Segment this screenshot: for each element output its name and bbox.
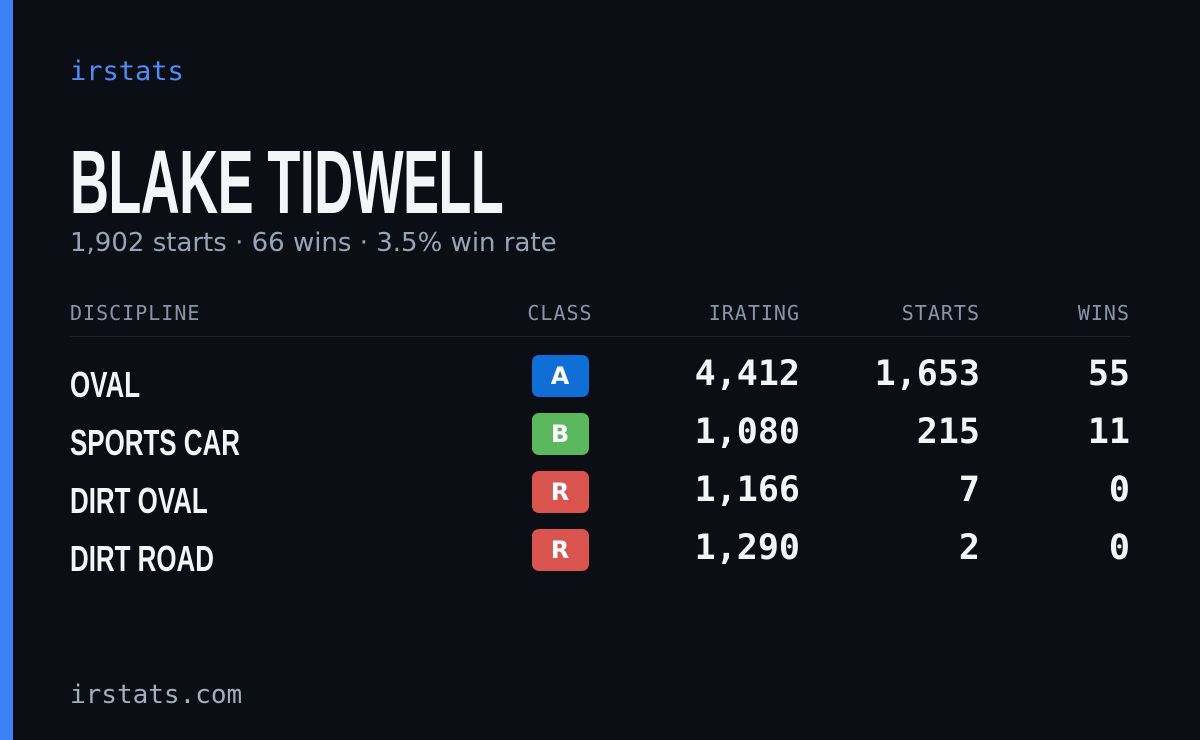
irating: 1,290: [694, 528, 800, 568]
class-header: CLASS: [527, 301, 593, 325]
discipline-header: DISCIPLINE: [70, 301, 201, 325]
header-rule: [70, 336, 1130, 337]
starts: 2: [958, 528, 980, 568]
class-badge: A: [531, 355, 589, 397]
irating: 1,080: [694, 412, 800, 452]
discipline: DIRT OVAL: [70, 480, 208, 521]
wins: 11: [1087, 412, 1130, 452]
irating: 1,166: [694, 470, 800, 510]
footer-url: irstats.com: [70, 680, 243, 710]
discipline: DIRT ROAD: [70, 538, 214, 579]
summary: 1,902 starts · 66 wins · 3.5% win rate: [70, 228, 557, 258]
class-badge: R: [531, 529, 589, 571]
starts-header: STARTS: [901, 301, 980, 325]
class-badge: B: [531, 413, 589, 455]
starts: 7: [958, 470, 980, 510]
starts: 215: [916, 412, 980, 452]
player-name: BLAKE TIDWELL: [70, 133, 504, 233]
brand: irstats: [70, 56, 184, 87]
class-badge: R: [531, 471, 589, 513]
wins: 0: [1108, 528, 1130, 568]
irating-header: IRATING: [708, 301, 800, 325]
wins: 55: [1087, 354, 1130, 394]
wins: 0: [1108, 470, 1130, 510]
discipline: OVAL: [70, 364, 141, 405]
starts: 1,653: [874, 354, 980, 394]
accent-bar: [0, 0, 13, 740]
irating: 4,412: [694, 354, 800, 394]
discipline: SPORTS CAR: [70, 422, 240, 463]
wins-header: WINS: [1077, 301, 1130, 325]
